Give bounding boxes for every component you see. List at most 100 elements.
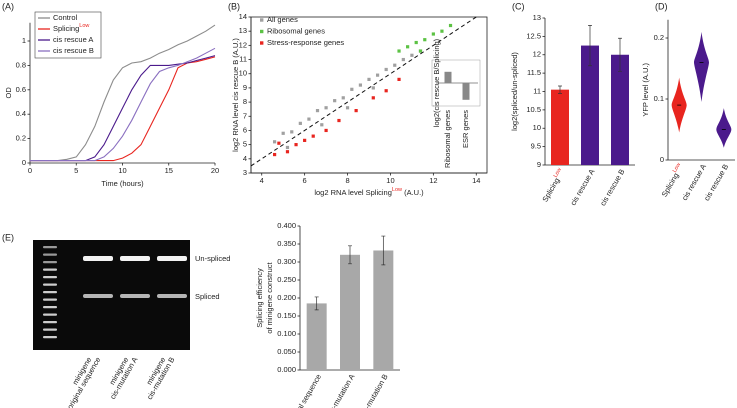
- scatter-point: [341, 96, 345, 100]
- x-tick-label: 14: [472, 176, 480, 185]
- scatter-point: [371, 96, 375, 100]
- x-tick-label: cis rescue B: [598, 167, 626, 207]
- band-label: Un-spliced: [195, 254, 230, 263]
- legend-marker: [260, 18, 264, 22]
- y-tick-label: 11.5: [527, 68, 541, 77]
- x-tick-label-part: cis-mutation A: [325, 372, 356, 408]
- y-tick-label: 8: [243, 97, 247, 106]
- y-tick-label: 0.8: [16, 60, 26, 69]
- scatter-point: [371, 86, 375, 90]
- x-tick-label: 0: [28, 166, 32, 175]
- scatter-point: [303, 138, 307, 142]
- y-tick-label: 0.400: [277, 221, 296, 230]
- y-tick-label: 1: [22, 36, 26, 45]
- y-tick-label: 7: [243, 111, 247, 120]
- y-tick-label: 12: [533, 50, 541, 59]
- x-tick-label-part: cis rescue B: [598, 167, 626, 207]
- legend-label: Stress-response genes: [267, 38, 344, 47]
- scatter-point: [384, 89, 388, 93]
- y-tick-label: 0.2: [654, 33, 664, 42]
- y-axis-label: OD: [4, 87, 13, 99]
- panel-label: (A): [2, 1, 14, 11]
- y-tick-label: 0.6: [16, 85, 26, 94]
- x-tick-label-part: Splicing: [660, 171, 681, 198]
- scatter-point: [423, 38, 427, 42]
- violin: [716, 108, 732, 148]
- bar: [373, 250, 394, 370]
- x-axis-label-part: log2 RNA level Splicing: [314, 188, 392, 197]
- y-tick-label: 9.5: [531, 142, 541, 151]
- x-axis-label: log2 RNA level SplicingLow (A.U.): [314, 187, 424, 197]
- x-tick-label: 5: [74, 166, 78, 175]
- bar: [340, 254, 360, 370]
- x-tick-label: 4: [260, 176, 264, 185]
- y-tick-label: 0.000: [277, 365, 296, 374]
- y-tick-label: 0.200: [277, 293, 296, 302]
- y-tick-label: 4: [243, 154, 247, 163]
- y-tick-label: 0: [660, 155, 664, 164]
- band-label: Spliced: [195, 292, 220, 301]
- legend-label-part: Low: [79, 23, 89, 29]
- error-bar: [348, 245, 352, 265]
- scatter-point: [358, 83, 363, 87]
- scatter-point: [273, 152, 277, 157]
- scatter-point: [294, 143, 298, 147]
- scatter-point: [311, 134, 315, 138]
- ladder-band: [43, 313, 57, 316]
- legend-marker: [260, 41, 264, 45]
- scatter-point: [414, 40, 418, 45]
- y-tick-label: 10.5: [526, 105, 541, 114]
- y-tick-label: 6: [243, 125, 247, 134]
- scatter-point: [410, 53, 414, 57]
- unspliced-band: [83, 256, 113, 261]
- scatter-point: [354, 109, 358, 113]
- inset-category: Ribosomal genes: [443, 110, 452, 168]
- ladder-band: [43, 328, 57, 331]
- error-bar: [618, 37, 622, 72]
- ladder-band: [43, 321, 57, 324]
- y-tick-label: 0.350: [277, 239, 296, 248]
- scatter-point: [273, 140, 277, 144]
- scatter-point: [406, 45, 410, 49]
- y-tick-label: 13: [239, 26, 247, 35]
- y-tick-label: 0.050: [277, 347, 296, 356]
- spliced-band: [83, 294, 113, 298]
- panel-label: (D): [655, 1, 668, 11]
- y-tick-label: 11: [533, 86, 541, 95]
- scatter-point: [337, 118, 341, 123]
- scatter-point: [350, 87, 354, 91]
- x-tick-label: cis-mutation A: [325, 372, 356, 408]
- line-series: [30, 55, 216, 162]
- unspliced-band: [120, 256, 150, 261]
- x-tick-label: 15: [165, 166, 173, 175]
- legend-box: [34, 11, 102, 59]
- y-tick-label: 0.300: [277, 257, 296, 266]
- y-axis-label: Splicing efficiency: [255, 268, 264, 328]
- line-series: [30, 47, 216, 162]
- x-tick-label: 6: [303, 176, 307, 185]
- y-tick-label: 3: [243, 168, 247, 177]
- ladder-band: [43, 298, 57, 301]
- ladder-band: [43, 268, 57, 271]
- violin: [694, 31, 709, 103]
- scatter-point: [320, 123, 324, 127]
- scatter-point: [298, 121, 302, 125]
- x-tick-label: 8: [345, 176, 349, 185]
- x-tick-label: 12: [429, 176, 437, 185]
- x-tick-label: original sequence: [286, 372, 323, 408]
- scatter-point: [431, 32, 435, 36]
- ladder-band: [43, 253, 57, 256]
- y-tick-label: 14: [239, 12, 247, 21]
- x-tick-label: cis rescue A: [568, 167, 596, 207]
- error-bar: [381, 235, 386, 266]
- scatter-point: [345, 106, 350, 110]
- unspliced-band: [157, 256, 187, 261]
- legend-label: SplicingLow: [53, 23, 89, 33]
- y-tick-label: 0.150: [277, 311, 296, 320]
- ladder-band: [43, 246, 57, 249]
- scatter-point: [285, 145, 290, 150]
- error-bar: [314, 296, 319, 311]
- error-bar: [588, 25, 592, 67]
- y-tick-label: 9: [243, 83, 247, 92]
- scatter-point: [397, 77, 401, 81]
